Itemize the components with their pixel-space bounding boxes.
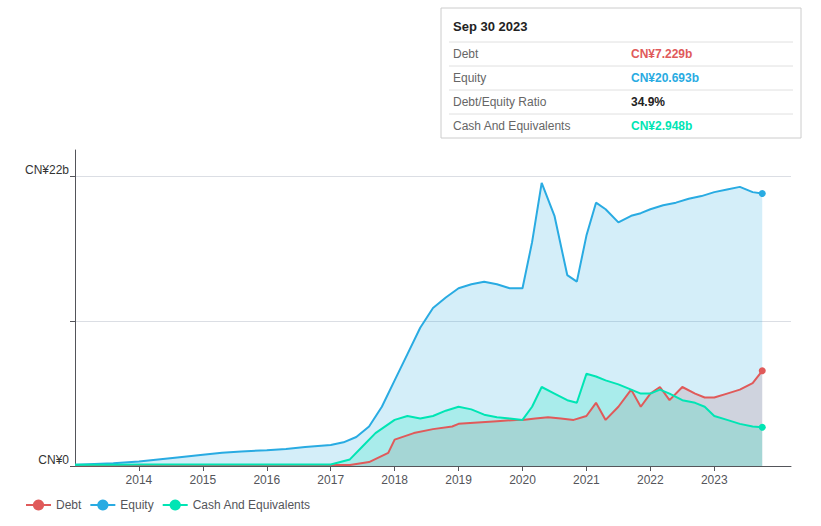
svg-text:2018: 2018	[381, 473, 408, 487]
svg-text:CN¥22b: CN¥22b	[25, 163, 69, 177]
svg-text:2022: 2022	[637, 473, 664, 487]
svg-text:CN¥20.693b: CN¥20.693b	[631, 71, 699, 85]
svg-text:CN¥2.948b: CN¥2.948b	[631, 119, 692, 133]
svg-text:Debt: Debt	[453, 47, 479, 61]
svg-text:2021: 2021	[573, 473, 600, 487]
svg-text:2016: 2016	[253, 473, 280, 487]
svg-text:CN¥0: CN¥0	[38, 453, 69, 467]
svg-text:34.9%: 34.9%	[631, 95, 665, 109]
svg-text:2015: 2015	[190, 473, 217, 487]
svg-text:Debt: Debt	[56, 498, 82, 512]
svg-text:Debt/Equity Ratio: Debt/Equity Ratio	[453, 95, 547, 109]
svg-text:Sep 30 2023: Sep 30 2023	[453, 19, 527, 34]
svg-text:2020: 2020	[509, 473, 536, 487]
svg-text:2017: 2017	[317, 473, 344, 487]
svg-text:2023: 2023	[701, 473, 728, 487]
svg-text:Equity: Equity	[120, 498, 153, 512]
svg-text:2019: 2019	[445, 473, 472, 487]
svg-text:CN¥7.229b: CN¥7.229b	[631, 47, 692, 61]
svg-text:Equity: Equity	[453, 71, 486, 85]
svg-text:Cash And Equivalents: Cash And Equivalents	[193, 498, 310, 512]
svg-text:Cash And Equivalents: Cash And Equivalents	[453, 119, 570, 133]
svg-text:2014: 2014	[126, 473, 153, 487]
